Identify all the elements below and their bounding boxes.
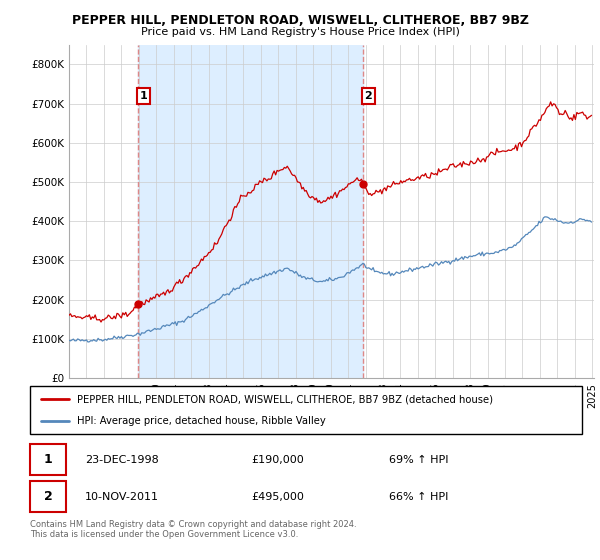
Text: HPI: Average price, detached house, Ribble Valley: HPI: Average price, detached house, Ribb…: [77, 416, 326, 426]
Bar: [138, 45, 363, 378]
Bar: [30, 481, 66, 512]
Text: 2: 2: [44, 490, 52, 503]
Text: Price paid vs. HM Land Registry's House Price Index (HPI): Price paid vs. HM Land Registry's House …: [140, 27, 460, 37]
Text: 10-NOV-2011: 10-NOV-2011: [85, 492, 159, 502]
Text: 1: 1: [140, 91, 148, 101]
Text: PEPPER HILL, PENDLETON ROAD, WISWELL, CLITHEROE, BB7 9BZ: PEPPER HILL, PENDLETON ROAD, WISWELL, CL…: [71, 14, 529, 27]
Text: PEPPER HILL, PENDLETON ROAD, WISWELL, CLITHEROE, BB7 9BZ (detached house): PEPPER HILL, PENDLETON ROAD, WISWELL, CL…: [77, 394, 493, 404]
Text: 2: 2: [364, 91, 372, 101]
Text: 23-DEC-1998: 23-DEC-1998: [85, 455, 159, 465]
Text: £190,000: £190,000: [251, 455, 304, 465]
Text: 1: 1: [44, 453, 52, 466]
Bar: [30, 444, 66, 475]
Text: £495,000: £495,000: [251, 492, 304, 502]
Text: 69% ↑ HPI: 69% ↑ HPI: [389, 455, 448, 465]
Text: 66% ↑ HPI: 66% ↑ HPI: [389, 492, 448, 502]
Text: Contains HM Land Registry data © Crown copyright and database right 2024.
This d: Contains HM Land Registry data © Crown c…: [30, 520, 356, 539]
